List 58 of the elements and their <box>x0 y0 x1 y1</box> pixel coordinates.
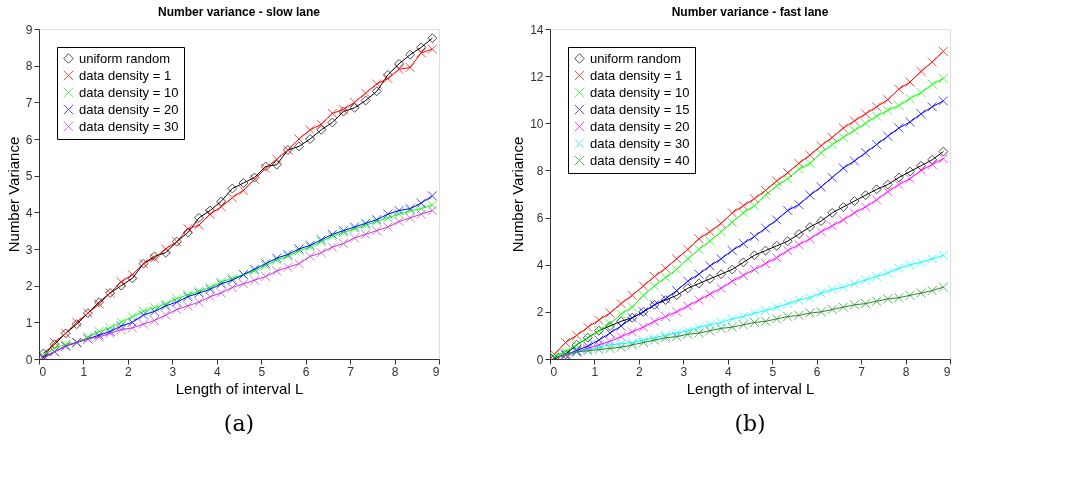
x-tick-label: 8 <box>391 364 399 379</box>
y-tick-label: 5 <box>25 169 33 184</box>
x-tick-label: 3 <box>680 364 688 379</box>
y-tick-label: 4 <box>536 258 544 273</box>
legend-label: uniform random <box>590 50 682 66</box>
legend-label: data density = 1 <box>79 67 172 83</box>
x-tick-label: 7 <box>858 364 866 379</box>
y-tick-label: 7 <box>25 95 33 110</box>
x-tick-label: 9 <box>432 364 440 379</box>
legend-label: data density = 10 <box>590 84 690 100</box>
text: (b) <box>734 411 766 436</box>
y-tick-label: 0 <box>25 352 33 367</box>
x-axis-title: Length of interval L <box>175 379 304 397</box>
x-tick-label: 9 <box>943 364 951 379</box>
y-tick-label: 1 <box>25 315 33 330</box>
x-tick-label: 0 <box>39 364 47 379</box>
x-tick-label: 6 <box>813 364 821 379</box>
x-tick-label: 0 <box>550 364 558 379</box>
y-tick-label: 4 <box>25 205 33 220</box>
y-axis-title: Number Variance <box>4 136 22 253</box>
legend-label: data density = 20 <box>79 101 179 117</box>
x-tick-label: 4 <box>213 364 221 379</box>
y-tick-label: 2 <box>536 305 544 320</box>
y-tick-label: 9 <box>25 22 33 37</box>
x-tick-label: 5 <box>769 364 777 379</box>
x-tick-label: 2 <box>636 364 644 379</box>
y-tick-label: 8 <box>25 59 33 74</box>
y-tick-label: 3 <box>25 242 33 257</box>
chart-title: Number variance - fast lane <box>671 5 829 19</box>
legend-label: data density = 40 <box>590 152 690 168</box>
y-tick-label: 2 <box>25 279 33 294</box>
x-tick-label: 5 <box>258 364 266 379</box>
legend-label: data density = 15 <box>590 101 690 117</box>
y-tick-label: 0 <box>536 352 544 367</box>
x-tick-label: 8 <box>902 364 910 379</box>
chart-title: Number variance - slow lane <box>157 5 321 19</box>
x-tick-label: 6 <box>302 364 310 379</box>
x-tick-label: 7 <box>347 364 355 379</box>
legend-label: data density = 30 <box>79 118 179 134</box>
x-tick-label: 2 <box>125 364 133 379</box>
y-tick-label: 12 <box>530 69 544 84</box>
y-axis-title: Number Variance <box>509 136 527 253</box>
legend-label: data density = 1 <box>590 67 683 83</box>
x-tick-label: 4 <box>724 364 732 379</box>
x-tick-label: 1 <box>591 364 599 379</box>
x-tick-label: 1 <box>80 364 88 379</box>
y-tick-label: 10 <box>530 116 544 131</box>
y-tick-label: 8 <box>536 163 544 178</box>
legend-label: data density = 10 <box>79 84 179 100</box>
y-tick-label: 14 <box>530 22 544 37</box>
x-axis-title: Length of interval L <box>686 379 815 397</box>
y-tick-label: 6 <box>25 132 33 147</box>
legend-label: data density = 20 <box>590 118 690 134</box>
text: (a) <box>223 411 255 436</box>
y-tick-label: 6 <box>536 211 544 226</box>
legend-label: data density = 30 <box>590 135 690 151</box>
legend-label: uniform random <box>79 50 171 66</box>
x-tick-label: 3 <box>169 364 177 379</box>
